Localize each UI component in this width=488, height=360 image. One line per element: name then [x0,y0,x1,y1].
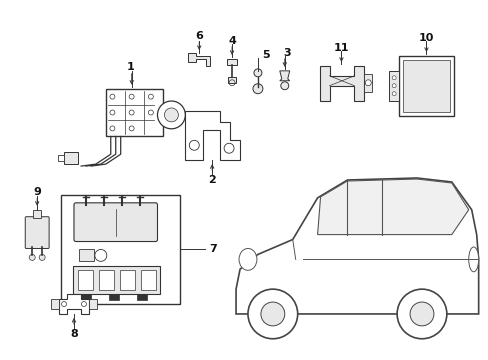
Bar [78,270,93,290]
Circle shape [391,76,395,80]
Polygon shape [317,179,468,235]
Bar [79,249,94,261]
Bar [364,74,371,92]
Circle shape [247,289,297,339]
Bar [89,299,97,309]
Polygon shape [188,53,210,66]
Bar [58,155,64,161]
Polygon shape [59,294,89,314]
Text: 10: 10 [418,33,433,43]
Polygon shape [279,71,289,81]
Text: 5: 5 [262,50,269,60]
Bar [388,71,398,100]
Text: 8: 8 [70,329,78,339]
Ellipse shape [468,247,478,272]
Polygon shape [319,66,364,100]
FancyBboxPatch shape [74,203,157,242]
Text: 4: 4 [228,36,236,46]
Circle shape [396,289,446,339]
Polygon shape [185,111,240,160]
Circle shape [261,302,284,326]
Bar [120,270,134,290]
Circle shape [365,80,370,86]
Polygon shape [236,178,478,314]
Bar [105,89,163,136]
Circle shape [29,255,35,260]
Circle shape [95,249,106,261]
Bar [402,60,449,112]
Ellipse shape [239,248,256,270]
Circle shape [280,82,288,90]
Circle shape [391,84,395,88]
Circle shape [157,101,185,129]
Bar [61,195,180,304]
Bar [33,210,41,218]
FancyBboxPatch shape [227,77,236,83]
Text: 2: 2 [208,175,216,185]
Text: 6: 6 [195,31,203,41]
Bar [226,59,237,65]
Text: 3: 3 [283,48,290,58]
Circle shape [409,302,433,326]
Text: 7: 7 [209,244,217,255]
Text: 11: 11 [333,43,348,53]
Circle shape [164,108,178,122]
Bar [99,270,114,290]
Circle shape [253,69,262,77]
Text: 1: 1 [126,62,134,72]
Circle shape [391,92,395,96]
Circle shape [39,255,45,260]
Bar [73,266,160,294]
Bar [108,294,119,300]
Bar [81,294,91,300]
Bar [398,56,453,116]
Text: 9: 9 [33,187,41,197]
Circle shape [252,84,263,94]
Bar [51,299,59,309]
FancyBboxPatch shape [25,217,49,248]
Bar [64,152,78,164]
Bar [141,270,155,290]
Bar [136,294,146,300]
